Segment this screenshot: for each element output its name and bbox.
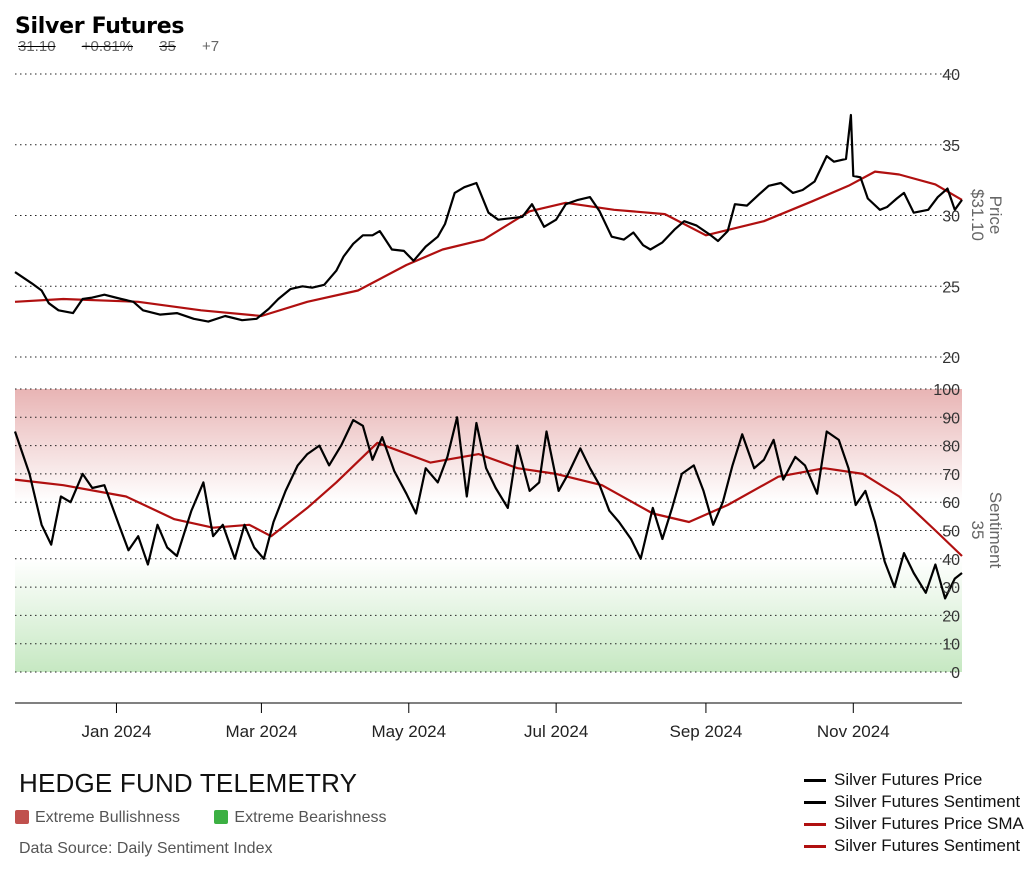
x-tick-label: May 2024 [371, 722, 446, 741]
bullish-swatch [15, 810, 29, 824]
brand-name: HEDGE FUND TELEMETRY [19, 768, 358, 798]
sentiment-zones [15, 389, 962, 672]
bearish-swatch [214, 810, 229, 824]
silver-futures-price-line [14, 113, 963, 323]
sentiment-tick-label: 90 [942, 410, 960, 427]
sentiment-tick-label: 70 [942, 467, 960, 484]
sentiment-tick-label: 80 [942, 439, 960, 456]
price-tick-label: 35 [942, 138, 960, 155]
price-tick-label: 40 [942, 67, 960, 84]
sentiment-tick-label: 50 [942, 524, 960, 541]
price-tick-label: 30 [942, 209, 960, 226]
zone-key: Extreme Bullishness Extreme Bearishness [15, 809, 416, 827]
extreme-bearishness-zone [15, 558, 962, 672]
legend-swatch [804, 823, 826, 827]
legend-swatch [804, 801, 826, 805]
sentiment-axis-title: Sentiment [986, 492, 1005, 569]
legend-swatch [804, 779, 826, 783]
sentiment-last-value: 35 [968, 521, 987, 540]
legend-label: Silver Futures Sentiment SMA [834, 836, 1024, 855]
legend-item[interactable]: Silver Futures Sentiment [804, 791, 1024, 813]
sentiment-tick-label: 20 [942, 608, 960, 625]
sentiment-value: 35 [159, 38, 176, 55]
sentiment-change: +7 [202, 38, 220, 55]
legend-item[interactable]: Silver Futures Price SMA [804, 813, 1024, 835]
chart-canvas: 20 25 30 35 40 0 10 20 30 40 50 60 70 80 90 100 Jan 2024… [13, 67, 1005, 741]
silver-futures-sentiment-sma-line [14, 441, 963, 557]
legend-label: Silver Futures Price [834, 770, 983, 789]
price-tick-label: 20 [942, 350, 960, 367]
zone-label: Extreme Bullishness [35, 809, 180, 826]
legend-label: Silver Futures Sentiment [834, 792, 1021, 811]
legend-item[interactable]: Silver Futures Sentiment SMA [804, 835, 1024, 857]
x-tick-label: Mar 2024 [225, 722, 297, 741]
zone-label: Extreme Bearishness [234, 809, 387, 826]
legend: Silver Futures Price Silver Futures Sent… [804, 769, 1024, 857]
sentiment-tick-label: 0 [951, 665, 960, 682]
series-lines [13, 113, 963, 600]
sentiment-tick-label: 60 [942, 495, 960, 512]
price-change: +0.81% [81, 38, 134, 55]
chart-title: Silver Futures [15, 14, 185, 39]
silver-futures-price-sma-line [14, 170, 963, 318]
sentiment-tick-label: 30 [942, 580, 960, 597]
silver-futures-sentiment-line [13, 416, 963, 600]
price-tick-label: 25 [942, 279, 960, 296]
axis-labels: 20 25 30 35 40 0 10 20 30 40 50 60 70 80 90 100 Jan 2024… [81, 67, 1005, 741]
x-tick-label: Jul 2024 [524, 722, 588, 741]
gridlines [15, 73, 962, 713]
sentiment-tick-label: 10 [942, 637, 960, 654]
data-source: Data Source: Daily Sentiment Index [19, 840, 273, 857]
legend-swatch [804, 845, 826, 849]
legend-label: Silver Futures Price SMA [834, 814, 1024, 833]
price-value: 31.10 [18, 38, 56, 55]
zone-key-bullish: Extreme Bullishness [15, 809, 180, 827]
quote-line: 31.10 +0.81% 35 +7 [18, 38, 241, 55]
legend-item[interactable]: Silver Futures Price [804, 769, 1024, 791]
sentiment-tick-label: 40 [942, 552, 960, 569]
x-tick-label: Jan 2024 [81, 722, 151, 741]
extreme-bullishness-zone [15, 389, 962, 503]
x-tick-label: Sep 2024 [670, 722, 743, 741]
x-tick-label: Nov 2024 [817, 722, 890, 741]
sentiment-tick-label: 100 [933, 382, 960, 399]
price-last-value: $31.10 [968, 189, 987, 241]
price-axis-title: Price [986, 196, 1005, 235]
zone-key-bearish: Extreme Bearishness [214, 809, 386, 827]
